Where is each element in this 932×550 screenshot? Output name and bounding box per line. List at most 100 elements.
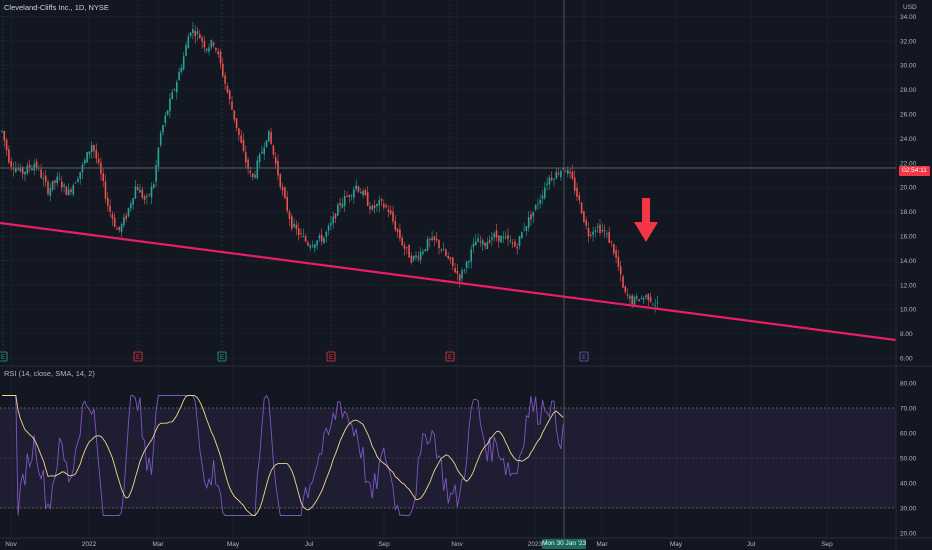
rsi-axis[interactable]: 80.00 70.00 60.00 50.00 40.00 30.00 20.00 [900, 380, 917, 537]
earnings-marker[interactable] [217, 351, 227, 362]
rsi-line[interactable] [2, 394, 564, 517]
candle[interactable] [325, 231, 328, 237]
candle[interactable] [320, 234, 323, 242]
rsi-sma-line[interactable] [2, 395, 564, 516]
candle[interactable] [521, 232, 523, 239]
candle[interactable] [654, 305, 656, 307]
candle[interactable] [369, 206, 371, 210]
candle[interactable] [592, 231, 594, 235]
candle[interactable] [70, 189, 72, 192]
candle[interactable] [297, 228, 300, 236]
candle[interactable] [399, 229, 401, 239]
candle[interactable] [249, 170, 252, 173]
candle[interactable] [442, 249, 445, 251]
candle[interactable] [629, 296, 631, 299]
candle[interactable] [652, 303, 654, 305]
candle[interactable] [360, 192, 362, 194]
candle[interactable] [426, 239, 429, 251]
earnings-marker[interactable] [0, 351, 8, 362]
candle[interactable] [235, 118, 238, 128]
candle[interactable] [125, 215, 127, 219]
candle[interactable] [486, 242, 489, 250]
candle[interactable] [240, 135, 242, 143]
candle[interactable] [435, 238, 438, 241]
candle[interactable] [479, 241, 482, 243]
candle[interactable] [293, 223, 295, 227]
candle[interactable] [8, 149, 10, 163]
candle[interactable] [583, 211, 585, 222]
candle[interactable] [647, 293, 650, 300]
candle[interactable] [378, 200, 380, 206]
candle[interactable] [424, 249, 426, 251]
candle[interactable] [10, 161, 12, 167]
candle[interactable] [624, 286, 627, 293]
candle[interactable] [387, 209, 390, 213]
candle[interactable] [56, 176, 58, 184]
earnings-marker[interactable] [445, 351, 455, 362]
candle[interactable] [187, 36, 190, 49]
candle[interactable] [567, 169, 569, 174]
candle[interactable] [594, 230, 597, 232]
candle[interactable] [302, 236, 305, 237]
candle[interactable] [477, 238, 479, 242]
candle[interactable] [585, 220, 587, 226]
candle[interactable] [636, 296, 638, 299]
candle[interactable] [270, 132, 272, 144]
candle[interactable] [537, 204, 539, 206]
candle[interactable] [286, 196, 288, 211]
candle[interactable] [199, 34, 201, 39]
candle[interactable] [17, 168, 19, 170]
candle[interactable] [171, 92, 173, 100]
candle[interactable] [97, 158, 100, 163]
candle[interactable] [210, 40, 213, 48]
candle[interactable] [242, 140, 245, 152]
candle[interactable] [189, 32, 192, 36]
candle[interactable] [33, 164, 35, 171]
candle[interactable] [245, 152, 247, 163]
candle[interactable] [295, 224, 298, 229]
candle[interactable] [254, 174, 256, 178]
candle[interactable] [350, 195, 353, 197]
candle[interactable] [569, 171, 571, 174]
candle[interactable] [495, 230, 498, 238]
candle[interactable] [123, 217, 125, 226]
trendline[interactable] [0, 221, 897, 342]
candle[interactable] [608, 232, 610, 243]
candle[interactable] [42, 178, 45, 180]
candle[interactable] [601, 229, 604, 232]
candle[interactable] [332, 216, 334, 224]
candle[interactable] [617, 256, 620, 267]
candle[interactable] [24, 171, 26, 175]
candle[interactable] [571, 171, 574, 179]
candle[interactable] [481, 240, 484, 245]
candle[interactable] [383, 203, 385, 208]
candle[interactable] [500, 235, 502, 243]
candle[interactable] [136, 186, 139, 191]
candle[interactable] [84, 159, 86, 164]
candle[interactable] [587, 228, 590, 237]
candle[interactable] [155, 165, 157, 182]
candle[interactable] [334, 213, 337, 219]
earnings-marker[interactable] [133, 351, 143, 362]
price-axis[interactable]: 34.00 32.00 30.00 28.00 26.00 24.00 22.00 20.00… [900, 14, 917, 363]
candle[interactable] [196, 31, 199, 35]
candle[interactable] [560, 170, 562, 178]
candle[interactable] [164, 115, 167, 124]
candle[interactable] [337, 204, 339, 216]
candle[interactable] [626, 294, 629, 296]
symbol-title[interactable]: Cleveland-Cliffs Inc., 1D, NYSE [4, 3, 109, 12]
candle[interactable] [610, 241, 613, 242]
candle[interactable] [410, 255, 413, 263]
candle[interactable] [412, 255, 415, 260]
candle[interactable] [523, 229, 525, 231]
candle[interactable] [233, 110, 236, 120]
candle[interactable] [532, 211, 535, 217]
earnings-marker[interactable] [326, 351, 336, 362]
candle[interactable] [452, 257, 454, 266]
candle[interactable] [606, 233, 608, 235]
candle[interactable] [633, 296, 636, 306]
candle[interactable] [417, 256, 420, 259]
candle[interactable] [51, 180, 54, 190]
candle[interactable] [130, 203, 132, 209]
